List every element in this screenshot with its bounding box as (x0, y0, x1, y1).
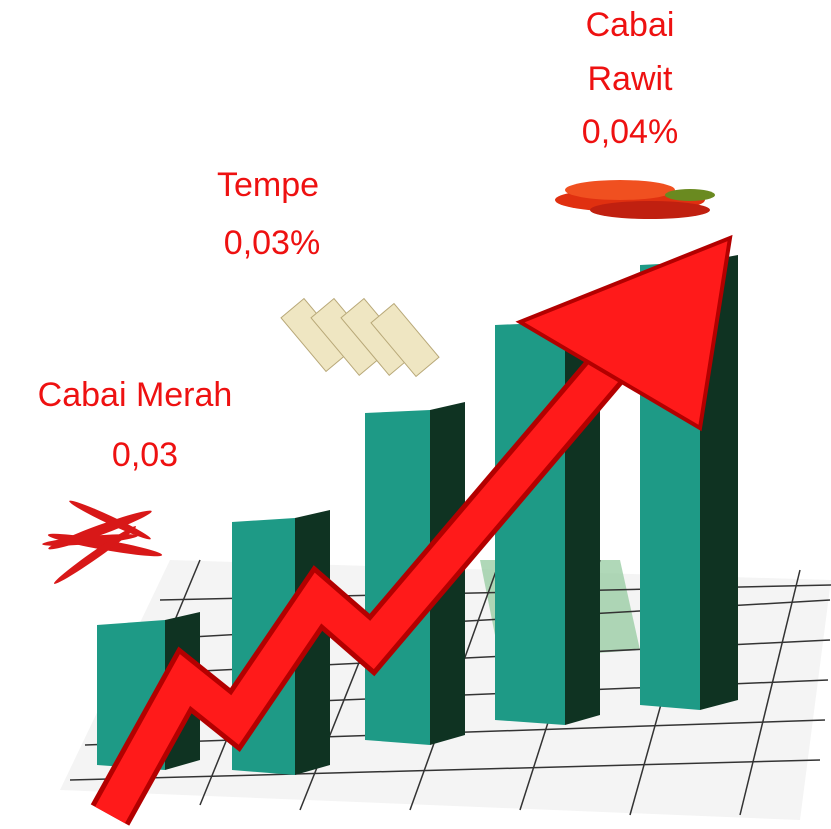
item-value: 0,03% (223, 224, 321, 262)
chili-rawit (555, 180, 715, 219)
arrow (90, 234, 733, 826)
item-value: 0,04% (581, 113, 679, 151)
chili-red (42, 500, 163, 584)
item-name: Tempe (216, 166, 320, 204)
item-value: 0,03 (111, 436, 179, 474)
tempe (280, 297, 440, 378)
item-name: Cabai Rawit (585, 6, 675, 98)
item-name: Cabai Merah (37, 376, 233, 414)
